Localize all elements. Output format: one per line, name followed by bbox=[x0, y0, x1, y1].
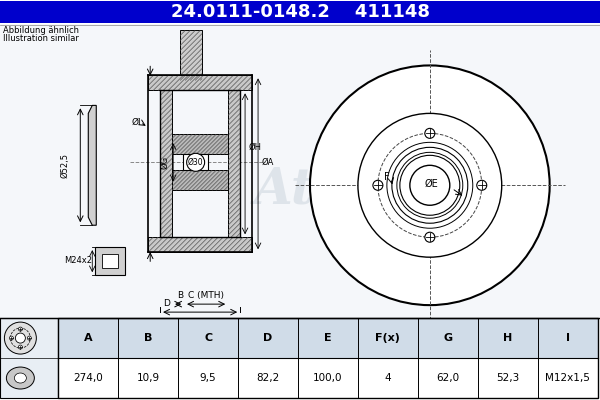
Text: M24x2: M24x2 bbox=[64, 256, 92, 265]
Ellipse shape bbox=[7, 367, 34, 389]
Text: D: D bbox=[263, 333, 272, 343]
Text: Ate: Ate bbox=[254, 166, 346, 215]
Bar bbox=[1, 24, 599, 318]
Text: C: C bbox=[204, 333, 212, 343]
Circle shape bbox=[19, 345, 22, 349]
Text: C (MTH): C (MTH) bbox=[188, 291, 224, 300]
Text: ØA: ØA bbox=[261, 158, 274, 167]
Bar bbox=[148, 76, 252, 90]
Circle shape bbox=[187, 153, 205, 171]
Bar bbox=[1, 0, 599, 22]
Text: ØH: ØH bbox=[248, 143, 261, 152]
Circle shape bbox=[10, 336, 13, 340]
Bar bbox=[180, 30, 202, 80]
Bar bbox=[95, 247, 125, 275]
Text: Ø52,5: Ø52,5 bbox=[61, 153, 70, 178]
Bar bbox=[102, 254, 118, 268]
Text: Ø30: Ø30 bbox=[188, 158, 203, 167]
Text: B: B bbox=[177, 291, 183, 300]
Text: 4: 4 bbox=[385, 373, 391, 383]
Circle shape bbox=[373, 180, 383, 190]
Text: E: E bbox=[324, 333, 332, 343]
Ellipse shape bbox=[14, 373, 26, 383]
Circle shape bbox=[28, 336, 31, 340]
Bar bbox=[172, 134, 228, 154]
Circle shape bbox=[310, 66, 550, 305]
Text: F: F bbox=[384, 172, 390, 182]
Circle shape bbox=[19, 327, 22, 331]
Bar bbox=[183, 154, 208, 170]
Circle shape bbox=[16, 333, 25, 343]
Polygon shape bbox=[88, 105, 96, 225]
Text: 10,9: 10,9 bbox=[137, 373, 160, 383]
Bar bbox=[148, 237, 252, 252]
Text: 9,5: 9,5 bbox=[200, 373, 217, 383]
Circle shape bbox=[425, 128, 435, 138]
Bar bbox=[58, 358, 598, 398]
Circle shape bbox=[4, 322, 37, 354]
Circle shape bbox=[410, 165, 450, 205]
Text: 24.0111-0148.2    411148: 24.0111-0148.2 411148 bbox=[170, 2, 430, 20]
Bar bbox=[160, 90, 172, 237]
Text: 274,0: 274,0 bbox=[73, 373, 103, 383]
Circle shape bbox=[425, 232, 435, 242]
Text: 62,0: 62,0 bbox=[436, 373, 460, 383]
Bar bbox=[172, 170, 228, 190]
Bar bbox=[58, 318, 598, 398]
Text: Abbildung ähnlich: Abbildung ähnlich bbox=[4, 26, 79, 36]
Bar bbox=[1, 318, 58, 398]
Text: ØI: ØI bbox=[131, 118, 141, 127]
Text: 82,2: 82,2 bbox=[256, 373, 280, 383]
Text: B: B bbox=[144, 333, 152, 343]
Text: ØG: ØG bbox=[160, 156, 169, 169]
Text: I: I bbox=[566, 333, 569, 343]
Text: H: H bbox=[503, 333, 512, 343]
Text: F(x): F(x) bbox=[376, 333, 400, 343]
Text: M12x1,5: M12x1,5 bbox=[545, 373, 590, 383]
Circle shape bbox=[358, 113, 502, 257]
Text: 100,0: 100,0 bbox=[313, 373, 343, 383]
Text: A: A bbox=[84, 333, 92, 343]
Text: D: D bbox=[163, 299, 170, 308]
Bar bbox=[228, 90, 240, 237]
Bar bbox=[58, 318, 598, 358]
Text: 52,3: 52,3 bbox=[496, 373, 520, 383]
Text: Illustration similar: Illustration similar bbox=[4, 34, 79, 44]
Circle shape bbox=[477, 180, 487, 190]
Text: G: G bbox=[443, 333, 452, 343]
Text: ØE: ØE bbox=[425, 179, 439, 189]
